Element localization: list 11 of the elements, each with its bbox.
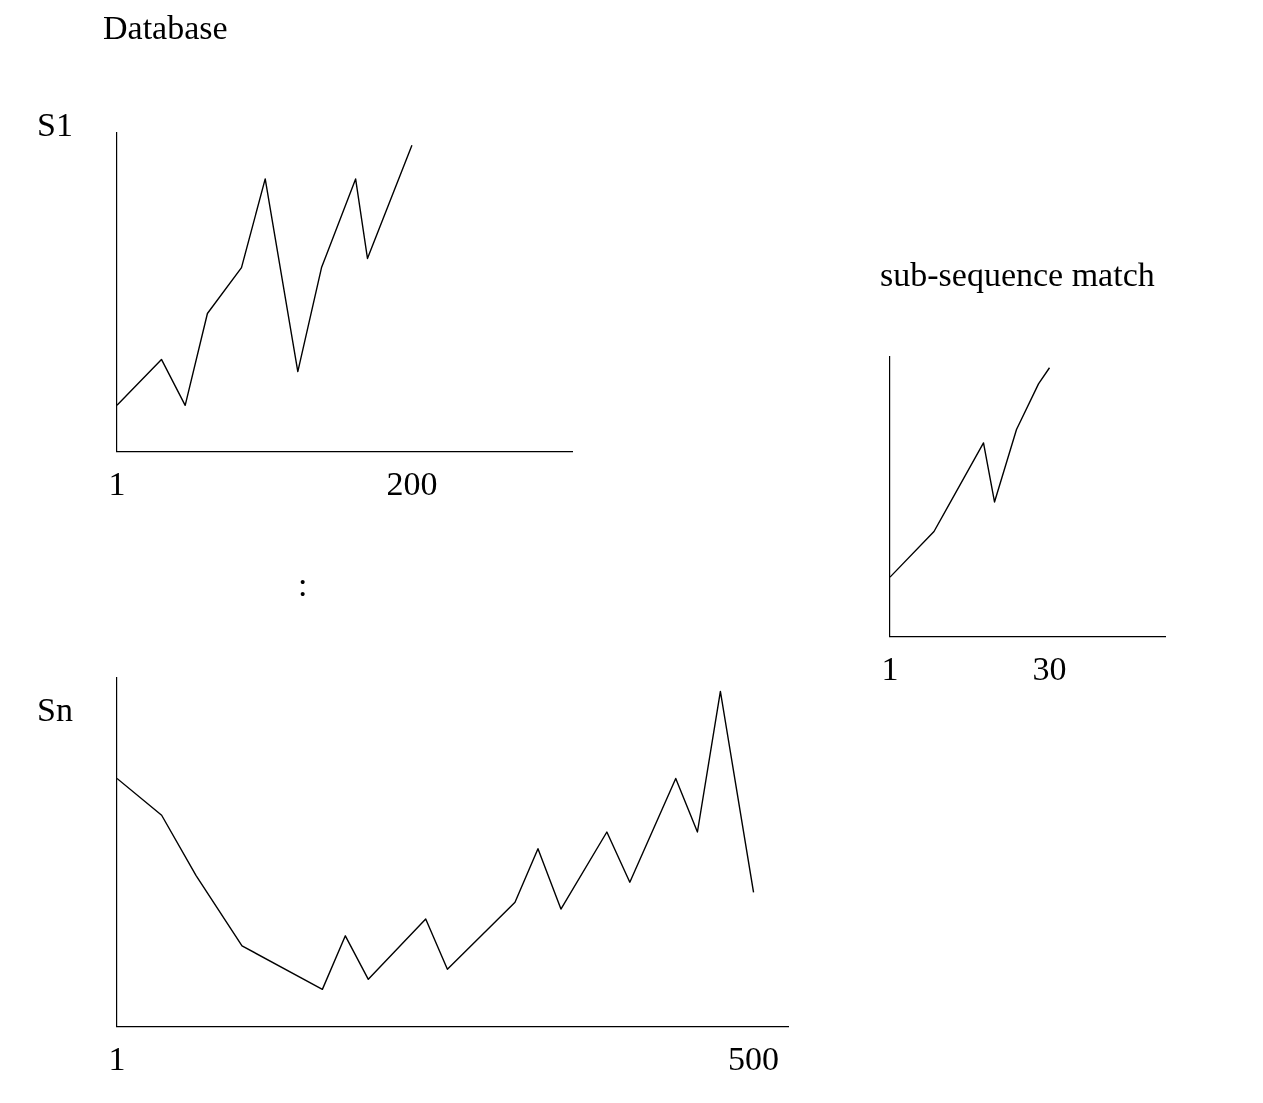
x-tick-label: 30 <box>1032 649 1067 687</box>
x-tick-label: 500 <box>728 1039 780 1077</box>
x-tick-label: 1 <box>108 1039 126 1077</box>
y-axis-title: Sn <box>37 690 73 730</box>
x-tick-label: 1 <box>881 649 899 687</box>
text: : <box>298 565 308 605</box>
y-axis-title: S1 <box>37 105 73 145</box>
chart-title: Database <box>103 8 228 48</box>
x-tick-label: 200 <box>386 464 438 502</box>
x-tick-label: 1 <box>108 464 126 502</box>
chart-title: sub-sequence match <box>880 255 1155 295</box>
